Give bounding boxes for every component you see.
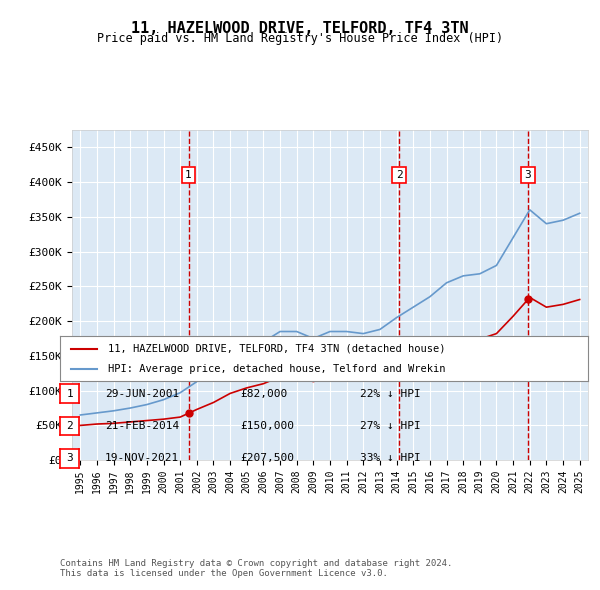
Text: 3: 3 xyxy=(525,170,532,180)
Text: £150,000: £150,000 xyxy=(240,421,294,431)
Text: 21-FEB-2014: 21-FEB-2014 xyxy=(105,421,179,431)
Text: 11, HAZELWOOD DRIVE, TELFORD, TF4 3TN: 11, HAZELWOOD DRIVE, TELFORD, TF4 3TN xyxy=(131,21,469,35)
Text: 2: 2 xyxy=(66,421,73,431)
Text: 2: 2 xyxy=(396,170,403,180)
Text: £82,000: £82,000 xyxy=(240,389,287,398)
Text: 29-JUN-2001: 29-JUN-2001 xyxy=(105,389,179,398)
Text: 33% ↓ HPI: 33% ↓ HPI xyxy=(360,454,421,463)
Text: Contains HM Land Registry data © Crown copyright and database right 2024.
This d: Contains HM Land Registry data © Crown c… xyxy=(60,559,452,578)
Text: 22% ↓ HPI: 22% ↓ HPI xyxy=(360,389,421,398)
Text: £207,500: £207,500 xyxy=(240,454,294,463)
Text: HPI: Average price, detached house, Telford and Wrekin: HPI: Average price, detached house, Telf… xyxy=(107,365,445,375)
Text: 3: 3 xyxy=(66,454,73,463)
Text: 27% ↓ HPI: 27% ↓ HPI xyxy=(360,421,421,431)
Text: 1: 1 xyxy=(66,389,73,398)
Text: 1: 1 xyxy=(185,170,192,180)
Text: 19-NOV-2021: 19-NOV-2021 xyxy=(105,454,179,463)
Text: Price paid vs. HM Land Registry's House Price Index (HPI): Price paid vs. HM Land Registry's House … xyxy=(97,32,503,45)
Text: 11, HAZELWOOD DRIVE, TELFORD, TF4 3TN (detached house): 11, HAZELWOOD DRIVE, TELFORD, TF4 3TN (d… xyxy=(107,344,445,353)
